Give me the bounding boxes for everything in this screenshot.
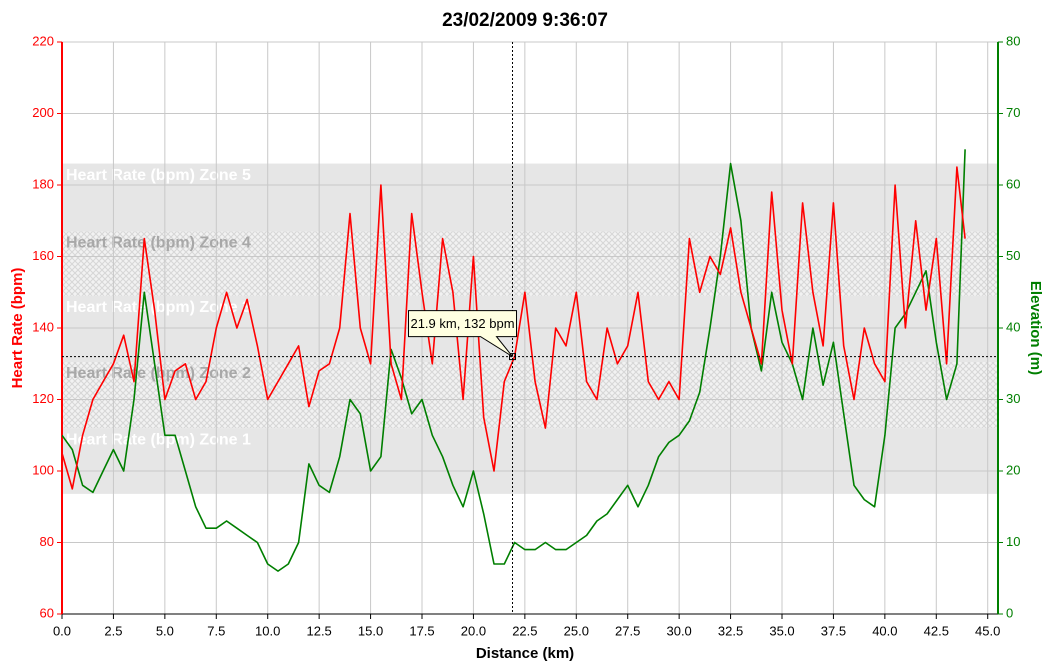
y-tick-label: 200	[32, 105, 54, 120]
hr-zone	[62, 163, 998, 232]
y2-tick-label: 60	[1006, 176, 1020, 191]
y2-tick-label: 50	[1006, 248, 1020, 263]
hr-zone	[62, 361, 998, 429]
y2-tick-label: 10	[1006, 534, 1020, 549]
x-tick-label: 0.0	[53, 623, 71, 638]
hr-zone	[62, 428, 998, 494]
y-axis-label: Heart Rate (bpm)	[9, 268, 26, 389]
y2-tick-label: 30	[1006, 391, 1020, 406]
zone-label: Heart Rate (bpm) Zone 3	[66, 299, 251, 316]
tooltip-box	[408, 310, 518, 358]
x-tick-label: 27.5	[615, 623, 640, 638]
x-tick-label: 25.0	[564, 623, 589, 638]
y-tick-label: 120	[32, 391, 54, 406]
x-tick-label: 22.5	[512, 623, 537, 638]
x-tick-label: 35.0	[769, 623, 794, 638]
y-tick-label: 180	[32, 176, 54, 191]
y2-tick-label: 70	[1006, 105, 1020, 120]
y-tick-label: 60	[40, 605, 54, 620]
zone-label: Heart Rate (bpm) Zone 2	[66, 365, 251, 382]
x-tick-label: 40.0	[872, 623, 897, 638]
hr-zone	[62, 231, 998, 296]
x-tick-label: 32.5	[718, 623, 743, 638]
y-tick-label: 160	[32, 248, 54, 263]
x-tick-label: 10.0	[255, 623, 280, 638]
x-tick-label: 5.0	[156, 623, 174, 638]
chart-title: 23/02/2009 9:36:07	[442, 10, 608, 31]
y2-axis-label: Elevation (m)	[1027, 281, 1044, 375]
x-tick-label: 15.0	[358, 623, 383, 638]
zone-label: Heart Rate (bpm) Zone 1	[66, 431, 251, 448]
y2-tick-label: 20	[1006, 462, 1020, 477]
y2-tick-label: 0	[1006, 605, 1013, 620]
y2-tick-label: 40	[1006, 319, 1020, 334]
x-tick-label: 2.5	[104, 623, 122, 638]
y-tick-label: 220	[32, 33, 54, 48]
crosshair-point	[509, 353, 517, 361]
x-axis-label: Distance (km)	[476, 645, 574, 662]
zone-label: Heart Rate (bpm) Zone 5	[66, 167, 251, 184]
x-tick-label: 7.5	[207, 623, 225, 638]
y2-tick-label: 80	[1006, 33, 1020, 48]
series-line	[62, 149, 966, 572]
y-tick-label: 100	[32, 462, 54, 477]
x-tick-label: 17.5	[409, 623, 434, 638]
x-tick-label: 12.5	[306, 623, 331, 638]
x-tick-label: 37.5	[821, 623, 846, 638]
x-tick-label: 45.0	[975, 623, 1000, 638]
tooltip-text: 21.9 km, 132 bpm	[410, 316, 514, 331]
x-tick-label: 30.0	[666, 623, 691, 638]
y-tick-label: 80	[40, 534, 54, 549]
x-tick-label: 20.0	[461, 623, 486, 638]
zone-label: Heart Rate (bpm) Zone 4	[66, 235, 251, 252]
y-tick-label: 140	[32, 319, 54, 334]
x-tick-label: 42.5	[924, 623, 949, 638]
